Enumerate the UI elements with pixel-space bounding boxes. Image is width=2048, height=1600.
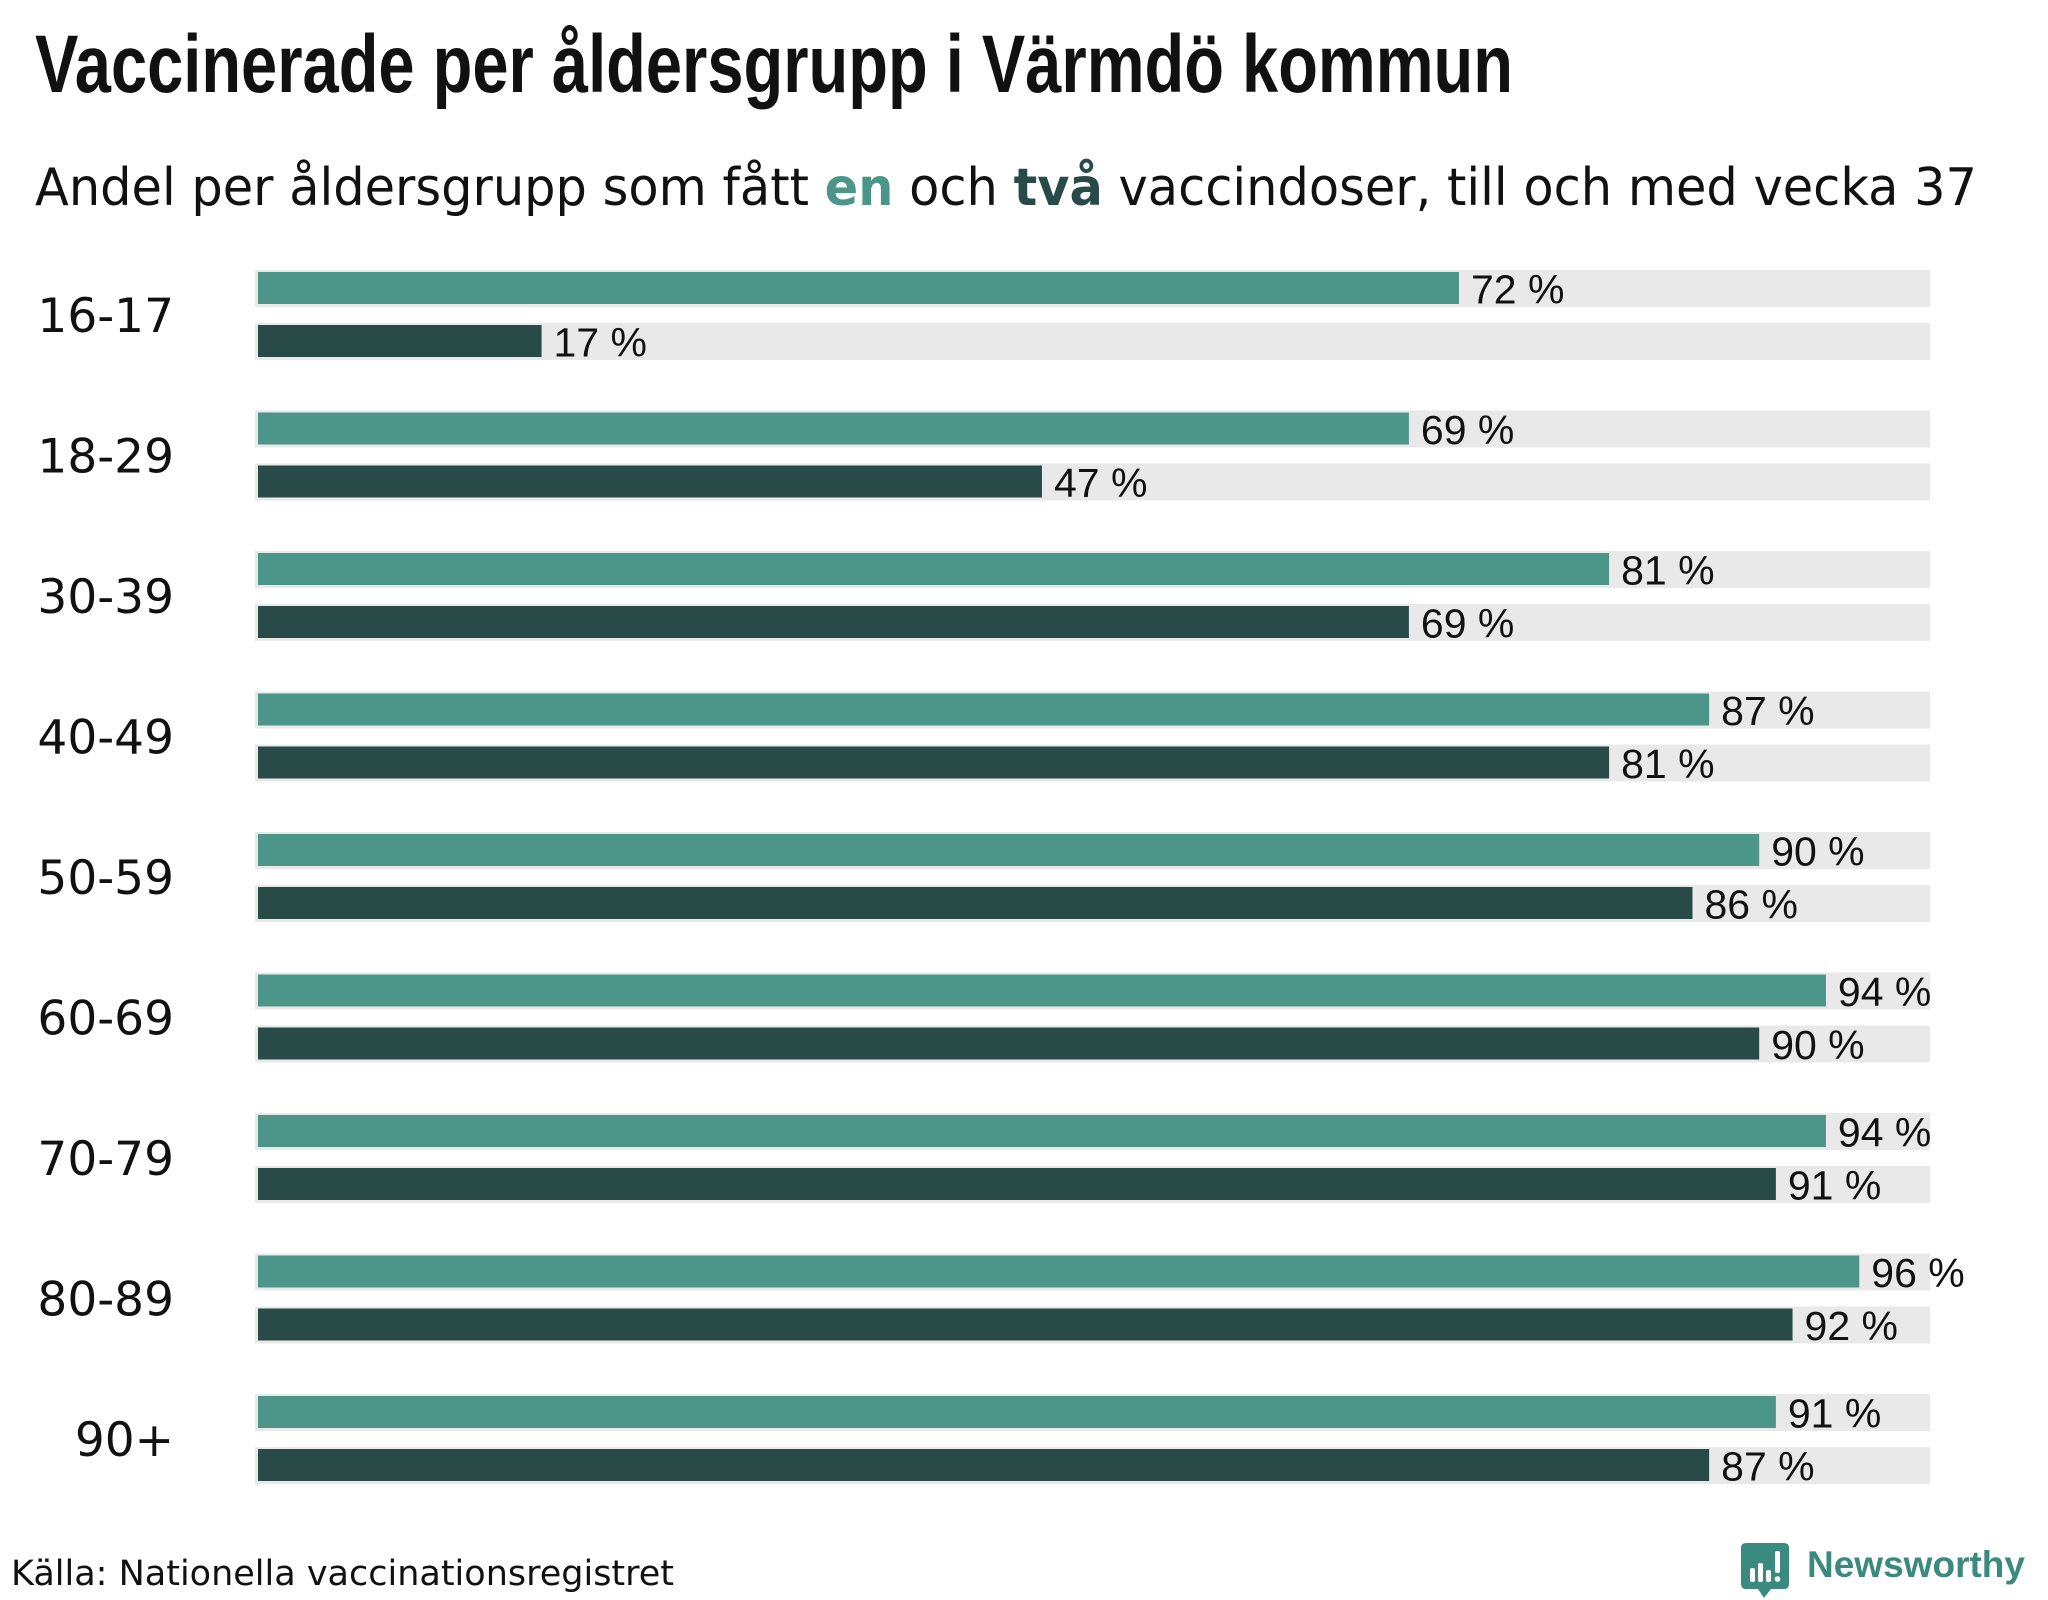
- subtitle-text-end: vaccindoser, till och med vecka 37: [1103, 158, 1977, 218]
- category-label: 60-69: [37, 992, 174, 1047]
- bar-first-dose: [258, 272, 1459, 304]
- legend-first-dose: en: [825, 158, 894, 218]
- legend-second-dose: två: [1014, 158, 1103, 218]
- bar-first-dose: [258, 412, 1409, 445]
- category-label: 16-17: [37, 289, 174, 344]
- bar-first-dose: [258, 693, 1710, 726]
- value-label: 87 %: [1721, 1444, 1814, 1490]
- bar-second-dose: [258, 606, 1409, 638]
- value-label: 90 %: [1771, 829, 1864, 875]
- age-group-90+: 90+ 91 % 87 %: [75, 1391, 1930, 1490]
- value-label: 91 %: [1788, 1163, 1881, 1209]
- value-label: 91 %: [1788, 1391, 1881, 1437]
- source-note: Källa: Nationella vaccinationsregistret: [11, 1554, 674, 1594]
- bar-first-dose: [258, 1255, 1860, 1288]
- value-label: 86 %: [1704, 882, 1797, 928]
- bar-first-dose: [258, 1115, 1826, 1147]
- bar-second-dose: [258, 746, 1610, 779]
- bar-first-dose: [258, 974, 1826, 1007]
- value-label: 94 %: [1838, 969, 1931, 1015]
- age-group-70-79: 70-79 94 % 91 %: [37, 1110, 1931, 1209]
- age-group-60-69: 60-69 94 % 90 %: [37, 969, 1931, 1068]
- category-label: 50-59: [37, 851, 174, 906]
- brand-name: Newsworthy: [1807, 1544, 2025, 1585]
- age-group-30-39: 30-39 81 % 69 %: [37, 548, 1930, 647]
- age-group-40-49: 40-49 87 %81 %: [37, 688, 1930, 787]
- category-label: 90+: [75, 1413, 174, 1468]
- value-label: 72 %: [1471, 267, 1564, 313]
- category-label: 40-49: [37, 711, 174, 766]
- value-label: 47 %: [1054, 460, 1147, 506]
- bar-second-dose: [258, 1308, 1793, 1341]
- value-label: 17 %: [554, 320, 647, 366]
- value-label: 96 %: [1871, 1250, 1964, 1296]
- bar-first-dose: [258, 834, 1760, 866]
- age-group-16-17: 16-17 72 % 17 %: [37, 267, 1930, 366]
- bar-first-dose: [258, 553, 1610, 585]
- value-label: 69 %: [1421, 407, 1514, 453]
- category-label: 18-29: [37, 430, 174, 485]
- value-label: 94 %: [1838, 1110, 1931, 1156]
- subtitle-text-middle: och: [893, 158, 1013, 218]
- bar-groups: 16-17 72 % 17 % 18-29 69 % 47 % 30-39 81 % 69 % 4…: [37, 267, 1964, 1490]
- newsworthy-logo: Newsworthy: [1741, 1543, 2025, 1598]
- category-label: 30-39: [37, 570, 174, 625]
- age-group-50-59: 50-59 90 % 86 %: [37, 829, 1930, 928]
- bar-second-dose: [258, 1168, 1776, 1200]
- category-label: 70-79: [37, 1132, 174, 1187]
- value-label: 69 %: [1421, 601, 1514, 647]
- chart-subtitle: Andel per åldersgrupp som fått en och tv…: [35, 158, 1977, 218]
- value-label: 90 %: [1771, 1022, 1864, 1068]
- bar-second-dose: [258, 887, 1693, 919]
- bar-second-dose: [258, 465, 1042, 498]
- category-label: 80-89: [37, 1273, 174, 1328]
- age-group-18-29: 18-29 69 % 47 %: [37, 407, 1930, 506]
- bar-second-dose: [258, 1449, 1710, 1481]
- value-label: 87 %: [1721, 688, 1814, 734]
- bar-first-dose: [258, 1396, 1776, 1428]
- bar-second-dose: [258, 325, 542, 357]
- newsworthy-logo-icon: [1741, 1543, 1789, 1598]
- value-label: 81 %: [1621, 548, 1714, 594]
- bar-second-dose: [258, 1027, 1760, 1060]
- subtitle-text-start: Andel per åldersgrupp som fått: [35, 158, 825, 218]
- age-group-80-89: 80-89 96 % 92 %: [37, 1250, 1964, 1349]
- chart-title: Vaccinerade per åldersgrupp i Värmdö kom…: [35, 19, 1513, 110]
- value-label: 92 %: [1805, 1303, 1898, 1349]
- value-label: 81 %: [1621, 741, 1714, 787]
